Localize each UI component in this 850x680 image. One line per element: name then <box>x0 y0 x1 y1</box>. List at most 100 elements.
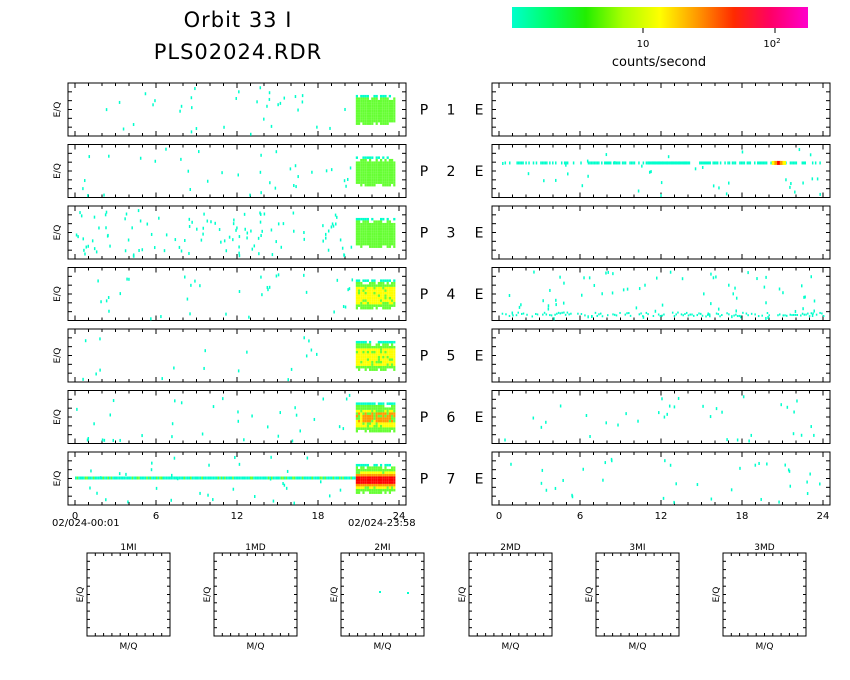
data-cell <box>191 220 193 224</box>
intense-cell <box>380 242 383 246</box>
data-cell <box>119 292 122 296</box>
data-cell <box>785 178 787 182</box>
intense-cell <box>388 109 391 113</box>
intense-cell <box>377 473 380 477</box>
data-cell <box>188 251 190 255</box>
band-cell <box>536 313 539 316</box>
data-cell <box>345 397 348 401</box>
intense-cell <box>388 289 391 292</box>
band-cell <box>560 161 563 165</box>
data-cell <box>582 467 584 471</box>
intense-cell <box>380 220 383 223</box>
intense-cell <box>377 176 380 179</box>
intense-cell <box>362 117 365 120</box>
intense-cell <box>377 289 380 292</box>
intense-cell <box>393 301 396 305</box>
data-cell <box>269 181 271 185</box>
intense-cell <box>388 412 391 415</box>
data-cell <box>297 108 299 112</box>
intense-cell <box>355 419 358 423</box>
intense-cell <box>377 417 380 420</box>
intense-cell <box>360 102 363 105</box>
intense-cell <box>382 476 385 479</box>
intense-cell <box>364 301 367 305</box>
intense-cell <box>375 117 378 120</box>
intense-cell <box>382 306 385 310</box>
intense-cell <box>355 486 358 489</box>
band-cell <box>640 312 642 315</box>
intense-cell <box>375 468 378 472</box>
data-cell <box>79 211 81 215</box>
intense-cell <box>393 402 396 405</box>
data-cell <box>112 438 115 442</box>
intense-cell <box>371 301 374 305</box>
intense-cell <box>388 363 391 366</box>
intense-cell <box>358 402 361 405</box>
intense-cell <box>382 301 385 305</box>
data-cell <box>806 480 808 484</box>
intense-cell <box>355 112 358 115</box>
intense-cell <box>366 117 369 120</box>
intense-cell <box>382 117 385 120</box>
data-cell <box>218 228 221 232</box>
intense-cell <box>391 473 394 477</box>
data-cell <box>256 100 258 104</box>
data-cell <box>553 317 555 321</box>
intense-cell <box>375 97 378 100</box>
band-cell <box>652 315 655 318</box>
data-cell <box>660 181 663 185</box>
intense-cell <box>366 225 369 228</box>
intense-cell <box>382 345 385 349</box>
intense-cell <box>391 284 394 287</box>
intense-cell <box>360 473 363 477</box>
intense-cell <box>358 417 361 420</box>
intense-cell <box>373 242 376 246</box>
channel-number: 6 <box>447 410 456 426</box>
intense-cell <box>388 166 391 169</box>
intense-cell <box>386 468 389 472</box>
intense-cell <box>386 107 389 110</box>
intense-cell <box>355 168 358 172</box>
data-cell <box>555 298 557 302</box>
data-cell <box>735 296 738 300</box>
intense-cell <box>373 473 376 477</box>
intense-cell <box>386 99 389 103</box>
intense-cell <box>388 114 391 118</box>
band-cell <box>146 476 148 480</box>
intense-cell <box>386 220 389 223</box>
intense-cell <box>364 350 367 354</box>
intense-cell <box>384 429 387 433</box>
intense-cell <box>364 476 367 479</box>
data-cell <box>173 366 175 370</box>
band-cell <box>92 476 95 480</box>
intense-cell <box>384 473 387 477</box>
intense-cell <box>375 486 378 489</box>
intense-cell <box>375 94 378 98</box>
data-cell <box>581 293 583 297</box>
band-cell <box>96 476 98 480</box>
panel-frame <box>491 144 831 198</box>
data-cell <box>275 240 277 244</box>
band-cell <box>786 314 788 317</box>
data-cell <box>267 288 269 292</box>
data-cell <box>794 309 797 313</box>
band-cell <box>181 476 184 480</box>
colorbar-label: counts/second <box>612 55 706 70</box>
intense-cell <box>371 242 374 246</box>
intense-cell <box>375 353 378 356</box>
intense-cell <box>362 491 365 494</box>
data-cell <box>667 155 670 159</box>
data-cell <box>258 252 260 256</box>
data-cell <box>105 498 107 502</box>
band-cell <box>812 312 814 315</box>
intense-cell <box>371 476 374 479</box>
intense-cell <box>377 343 380 346</box>
intense-cell <box>360 232 363 236</box>
band-cell <box>233 476 236 480</box>
intense-cell <box>373 230 376 233</box>
data-cell <box>342 305 345 309</box>
data-cell <box>754 463 757 467</box>
intense-cell <box>382 235 385 238</box>
